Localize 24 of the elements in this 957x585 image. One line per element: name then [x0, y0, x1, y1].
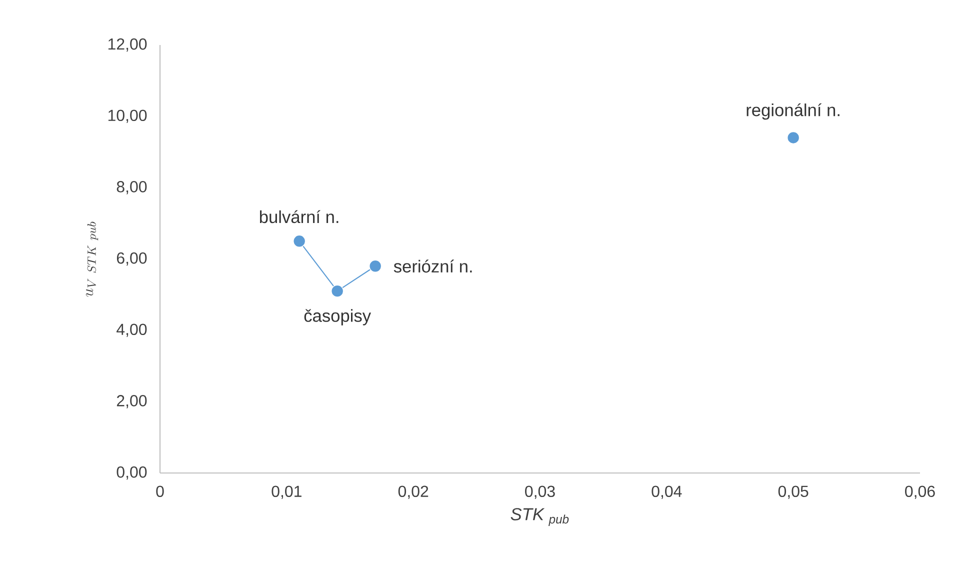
- x-tick-label: 0,01: [272, 486, 302, 499]
- annotation: časopisy: [304, 309, 372, 326]
- x-axis-title: STK $_{pub}$: [510, 508, 569, 526]
- y-tick-label: 0,00: [116, 466, 147, 480]
- y-tick-label: 4,00: [116, 324, 147, 337]
- y-tick-label: 6,00: [116, 252, 147, 266]
- point: [330, 284, 344, 298]
- y-tick-label: 2,00: [116, 395, 147, 408]
- x-tick-label: 0,05: [778, 486, 808, 499]
- x-tick-label: 0,03: [525, 486, 555, 499]
- x-tick-label: 0,02: [398, 486, 428, 499]
- annotation: regionální n.: [746, 103, 840, 120]
- y-tick-label: 12,00: [108, 38, 147, 52]
- y-tick-label: 8,00: [116, 181, 147, 194]
- y-axis-title: $u_{V\ STK\ pub}$: [86, 222, 98, 297]
- x-tick-label: 0,06: [905, 486, 935, 499]
- annotation: seriózní n.: [394, 260, 472, 273]
- point: [786, 131, 800, 144]
- annotation: bulvární n.: [260, 210, 338, 224]
- x-tick-label: 0: [156, 486, 164, 498]
- point: [368, 260, 382, 273]
- y-tick-label: 10,00: [108, 110, 147, 123]
- x-tick-label: 0,04: [652, 486, 682, 499]
- point: [292, 234, 306, 248]
